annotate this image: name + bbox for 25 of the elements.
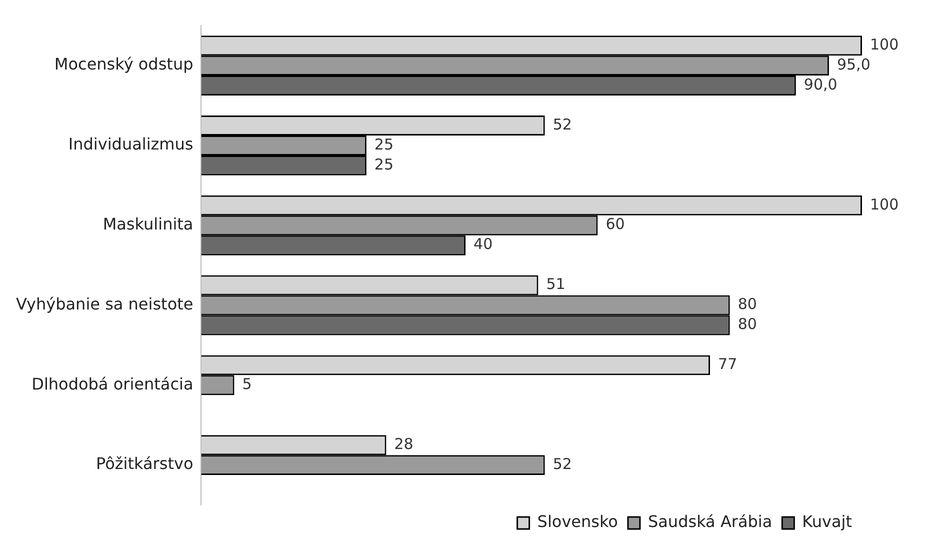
y-tick-label: Dlhodobá orientácia bbox=[32, 374, 194, 394]
legend-label: Kuvajt bbox=[802, 512, 852, 532]
data-label: 28 bbox=[394, 434, 414, 453]
data-label: 95,0 bbox=[836, 55, 870, 74]
data-label: 51 bbox=[546, 275, 566, 294]
data-label: 80 bbox=[738, 315, 757, 334]
data-label: 60 bbox=[606, 215, 625, 234]
legend-label: Saudská Arábia bbox=[648, 512, 772, 532]
y-tick-label: Individualizmus bbox=[68, 134, 194, 154]
data-label: 90,0 bbox=[804, 75, 838, 94]
legend-label: Slovensko bbox=[537, 512, 618, 532]
data-label: 25 bbox=[374, 135, 394, 154]
data-label: 52 bbox=[552, 454, 572, 473]
data-label: 80 bbox=[738, 295, 757, 314]
y-tick-label: Pôžitkárstvo bbox=[96, 454, 194, 474]
y-tick-label: Mocenský odstup bbox=[54, 54, 194, 74]
data-label: 40 bbox=[474, 235, 493, 254]
data-label: 77 bbox=[718, 355, 738, 374]
data-label: 52 bbox=[552, 115, 572, 134]
y-tick-label: Maskulinita bbox=[102, 214, 194, 234]
data-label: 100 bbox=[870, 195, 899, 214]
data-label: 5 bbox=[242, 375, 252, 394]
y-tick-label: Vyhýbanie sa neistote bbox=[16, 294, 194, 314]
data-label: 25 bbox=[374, 155, 394, 174]
data-label: 100 bbox=[870, 35, 899, 54]
